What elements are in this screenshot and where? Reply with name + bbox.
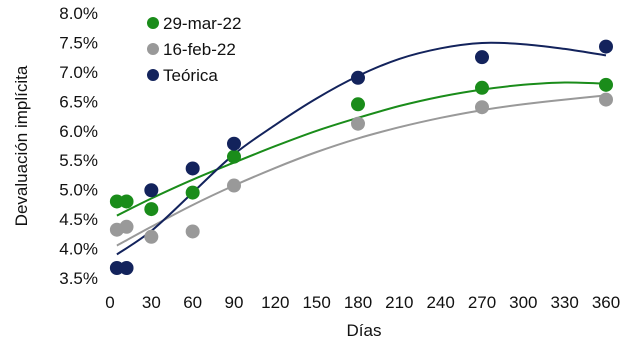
legend-marker — [147, 69, 159, 81]
data-point — [185, 185, 200, 200]
data-point — [351, 97, 365, 112]
trend-line — [116, 94, 607, 247]
y-tick-label: 4.5% — [59, 210, 98, 229]
legend-label: Teórica — [163, 66, 218, 85]
y-axis-title: Devaluación implícita — [12, 65, 31, 226]
data-point — [227, 136, 241, 151]
x-tick-label: 300 — [509, 293, 537, 312]
data-point — [351, 70, 365, 85]
data-point — [185, 161, 200, 176]
x-tick-label: 270 — [468, 293, 496, 312]
data-point — [185, 224, 200, 239]
x-tick-label: 210 — [385, 293, 413, 312]
x-tick-label: 60 — [183, 293, 202, 312]
data-point — [475, 50, 489, 65]
x-tick-label: 0 — [105, 293, 114, 312]
y-tick-label: 5.0% — [59, 181, 98, 200]
legend-label: 16-feb-22 — [163, 40, 236, 59]
y-tick-label: 7.0% — [59, 63, 98, 82]
y-tick-label: 6.5% — [59, 92, 98, 111]
data-point — [599, 39, 613, 54]
data-point — [144, 183, 159, 198]
data-point — [599, 92, 613, 107]
x-tick-label: 30 — [142, 293, 161, 312]
data-point — [144, 229, 159, 244]
x-axis-title: Días — [347, 321, 382, 340]
legend: 29-mar-22 16-feb-22 Teórica — [147, 14, 241, 85]
legend-label: 29-mar-22 — [163, 14, 241, 33]
data-points — [109, 39, 613, 275]
data-point — [227, 149, 241, 164]
x-tick-label: 120 — [261, 293, 289, 312]
data-point — [227, 178, 241, 193]
y-tick-label: 3.5% — [59, 269, 98, 288]
legend-marker — [147, 43, 159, 55]
y-tick-label: 7.5% — [59, 33, 98, 52]
y-tick-label: 4.0% — [59, 240, 98, 259]
y-tick-label: 5.5% — [59, 151, 98, 170]
data-point — [109, 260, 124, 275]
data-point — [119, 260, 134, 275]
legend-marker — [147, 17, 159, 29]
data-point — [475, 100, 489, 115]
data-point — [119, 219, 134, 234]
data-point — [599, 77, 613, 92]
y-axis: 3.5% 4.0% 4.5% 5.0% 5.5% 6.0% 6.5% 7.0% 7.5% 8.0% — [59, 4, 98, 288]
x-tick-label: 240 — [426, 293, 454, 312]
x-tick-label: 180 — [344, 293, 372, 312]
y-tick-label: 8.0% — [59, 4, 98, 23]
data-point — [109, 194, 124, 209]
data-point — [351, 116, 365, 131]
x-tick-label: 150 — [302, 293, 330, 312]
x-tick-label: 360 — [592, 293, 620, 312]
x-axis: 0 30 60 90 120 150 180 210 240 270 300 330 360 — [105, 293, 620, 312]
data-point — [475, 80, 489, 95]
y-tick-label: 6.0% — [59, 122, 98, 141]
x-tick-label: 90 — [225, 293, 244, 312]
data-point — [144, 202, 159, 217]
x-tick-label: 330 — [550, 293, 578, 312]
data-point — [119, 194, 134, 209]
